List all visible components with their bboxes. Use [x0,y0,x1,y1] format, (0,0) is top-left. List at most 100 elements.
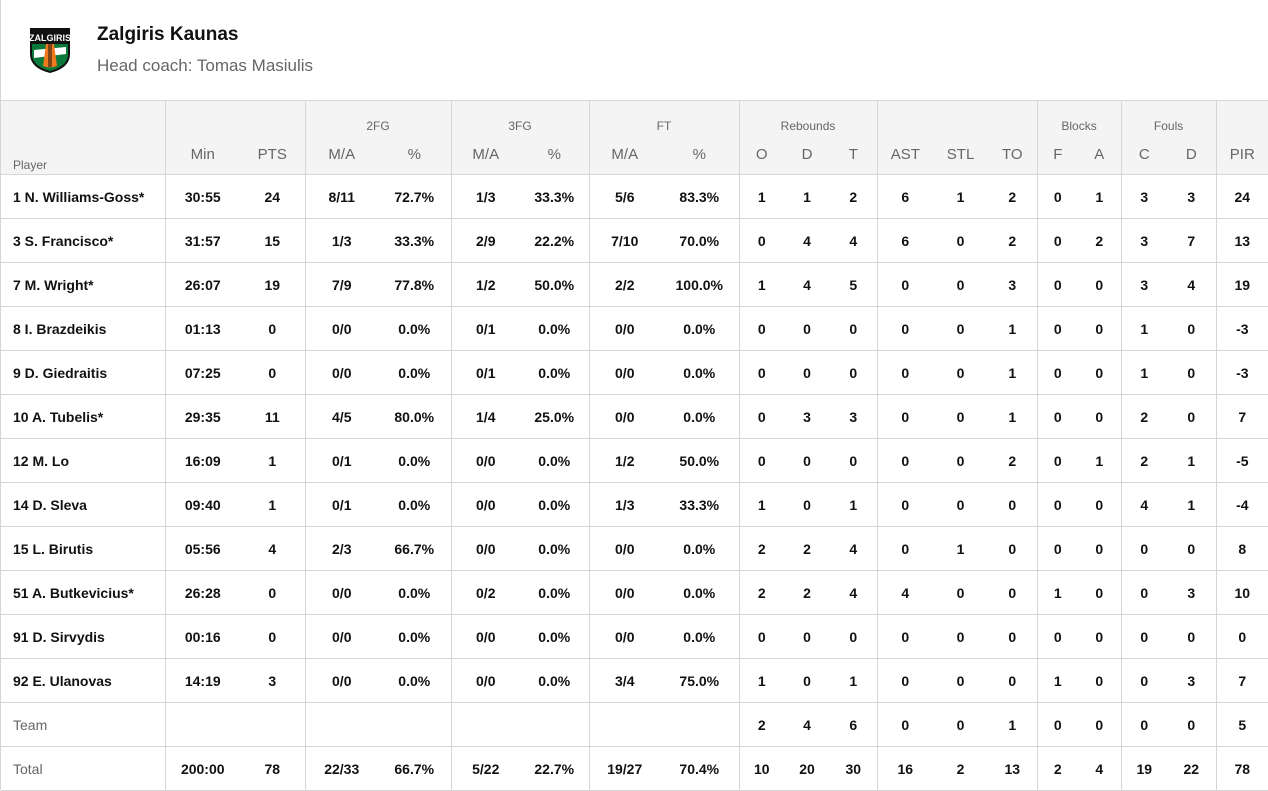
stat-cell: 5/22 [450,746,520,791]
stat-cell: 0 [1036,218,1079,263]
stat-cell: 07:25 [164,350,240,395]
stat-cell: 0 [240,614,305,659]
stat-cell: 1 [1167,482,1217,527]
column-header[interactable]: PIR [1215,135,1268,175]
stat-cell: 6 [830,702,878,747]
player-name-link[interactable]: 7 M. Wright* [1,262,165,307]
group-header: 3FG [450,101,589,135]
stat-cell [240,702,305,747]
stat-cell: 0 [933,482,989,527]
stat-cell: 0 [784,658,831,703]
column-header[interactable]: O [738,135,785,175]
player-name-link[interactable]: 8 I. Brazdeikis [1,306,165,351]
stat-cell: 0 [1078,482,1122,527]
stat-cell [520,702,589,747]
stat-cell: 1 [1120,306,1168,351]
stat-cell: 1 [738,174,785,219]
stat-cell: 72.7% [378,174,451,219]
stat-cell: 0 [784,438,831,483]
group-header [876,101,1038,135]
stat-cell: 3/4 [588,658,660,703]
stat-cell: 0 [933,658,989,703]
stat-cell: 0 [738,438,785,483]
stat-cell: 0.0% [378,482,451,527]
stat-cell: 0 [1167,306,1217,351]
player-row: 8 I. Brazdeikis 01:13 0 0/0 0.0% 0/1 0.0% 0/0 0.… [1,306,1268,351]
stat-cell: 33.3% [378,218,451,263]
stat-cell: 0 [1167,614,1217,659]
column-header[interactable]: % [660,135,740,175]
stat-cell: 0 [876,526,934,571]
stat-cell: 0 [1036,174,1079,219]
stat-cell: 0 [1036,438,1079,483]
player-name-link[interactable]: 12 M. Lo [1,438,165,483]
stat-cell: 0 [876,306,934,351]
stat-cell: 4/5 [304,394,378,439]
stat-cell: 24 [240,174,305,219]
player-name-link[interactable]: 51 A. Butkevicius* [1,570,165,615]
stat-cell: 83.3% [660,174,740,219]
stat-cell: 16 [876,746,934,791]
column-header[interactable]: % [520,135,589,175]
stat-cell: 19 [1215,262,1268,307]
column-header[interactable]: M/A [304,135,378,175]
stat-cell: 4 [876,570,934,615]
stat-cell: 1 [988,350,1038,395]
column-header[interactable]: STL [933,135,989,175]
stat-cell: 01:13 [164,306,240,351]
player-name-link[interactable]: 3 S. Francisco* [1,218,165,263]
stat-cell [588,702,660,747]
stat-cell: 30:55 [164,174,240,219]
column-header[interactable]: % [378,135,451,175]
player-name-link[interactable]: 14 D. Sleva [1,482,165,527]
column-header[interactable]: C [1120,135,1168,175]
stat-cell: 0 [876,262,934,307]
stat-cell: 0 [830,438,878,483]
stat-cell: 13 [988,746,1038,791]
stat-cell: 0/0 [588,306,660,351]
stat-cell: 31:57 [164,218,240,263]
row-label: Total [1,746,165,791]
player-name-link[interactable]: 9 D. Giedraitis [1,350,165,395]
column-header[interactable]: A [1078,135,1122,175]
column-header[interactable]: D [784,135,831,175]
total-row: Total 200:00 78 22/33 66.7% 5/22 22.7% 19/27 70.… [1,746,1268,791]
stat-cell: 2/9 [450,218,520,263]
stat-cell: 1 [1078,438,1122,483]
stat-cell: 30 [830,746,878,791]
player-name-link[interactable]: 1 N. Williams-Goss* [1,174,165,219]
player-row: 91 D. Sirvydis 00:16 0 0/0 0.0% 0/0 0.0% 0/0 0.0… [1,614,1268,659]
column-header[interactable]: D [1167,135,1217,175]
stat-cell: 19 [1120,746,1168,791]
stat-cell: 8 [1215,526,1268,571]
column-header[interactable]: PTS [240,135,305,175]
stat-cell: 0 [1036,702,1079,747]
player-row: 7 M. Wright* 26:07 19 7/9 77.8% 1/2 50.0% 2/2 10… [1,262,1268,307]
stat-cell: 3 [830,394,878,439]
stat-cell: 0 [1036,614,1079,659]
player-name-link[interactable]: 91 D. Sirvydis [1,614,165,659]
stat-cell: 66.7% [378,526,451,571]
stat-cell: 4 [830,570,878,615]
column-header[interactable]: Min [164,135,240,175]
stat-cell: 1 [240,482,305,527]
group-header [1215,101,1268,135]
stat-cell: 1/4 [450,394,520,439]
column-header[interactable]: TO [988,135,1038,175]
column-header[interactable]: M/A [588,135,660,175]
stat-cell: 0/0 [304,658,378,703]
player-row: 1 N. Williams-Goss* 30:55 24 8/11 72.7% 1/3 33… [1,174,1268,219]
stat-cell: 6 [876,218,934,263]
player-name-link[interactable]: 15 L. Birutis [1,526,165,571]
stat-cell: 0/0 [450,614,520,659]
stat-cell: 1 [738,262,785,307]
player-name-link[interactable]: 92 E. Ulanovas [1,658,165,703]
column-header[interactable]: M/A [450,135,520,175]
column-header[interactable]: T [830,135,878,175]
stat-cell: 0/1 [450,306,520,351]
column-header[interactable]: AST [876,135,934,175]
player-name-link[interactable]: 10 A. Tubelis* [1,394,165,439]
column-header[interactable]: F [1036,135,1079,175]
stat-cell: 1 [738,482,785,527]
stat-cell: 0 [1215,614,1268,659]
